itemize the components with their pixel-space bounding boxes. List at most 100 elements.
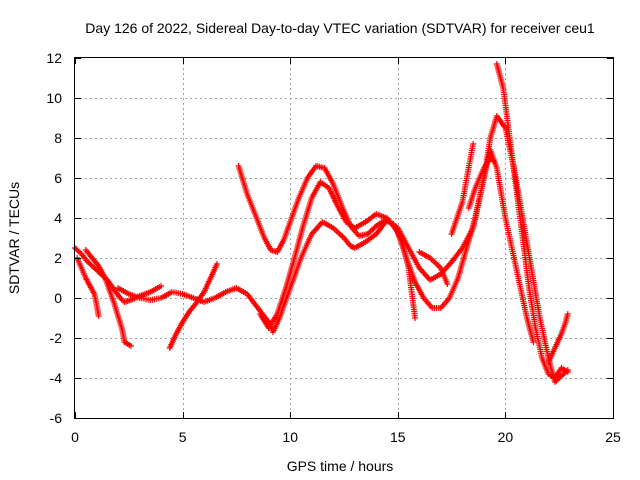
data-point-run [252,213,267,239]
data-point-run [373,218,387,229]
data-point-run [244,191,258,217]
x-axis-label: GPS time / hours [287,458,394,474]
data-point [95,313,102,319]
data-point-run [179,291,195,301]
data-point-run [106,287,116,303]
y-tick-label: 10 [46,90,62,106]
data-point [214,261,221,267]
data-point-run [319,219,335,230]
data-point-run [437,296,451,311]
data-point [470,141,477,147]
data-point [444,281,451,287]
y-tick-label: -6 [50,410,63,426]
data-point-run [186,302,198,315]
chart-title: Day 126 of 2022, Sidereal Day-to-day VTE… [85,20,595,36]
x-tick-label: 10 [282,429,298,445]
data-point-run [274,287,289,317]
data-point-run [513,265,530,319]
data-point-run [420,295,434,310]
data-point-run [201,295,217,305]
data-point-run [117,295,127,304]
x-tick-label: 15 [390,429,406,445]
data-point-run [300,197,315,229]
data-point-run [427,272,442,283]
data-point-run [112,289,123,300]
data-point-run [78,265,88,279]
data-point-run [526,285,539,329]
data-point-run [201,276,213,295]
series-track-11 [493,61,571,381]
y-tick-label: -2 [50,330,63,346]
data-point-run [287,197,302,225]
data-point [491,159,498,165]
series-track-9 [448,141,477,237]
data-point-run [287,257,304,291]
data-point [158,283,165,289]
data-point-run [295,177,310,201]
data-point-run [364,224,378,237]
data-point-run [207,262,220,281]
data-point-run [493,165,508,219]
data-point-run [82,247,94,260]
series-track-1 [72,245,165,305]
data-point-run [291,225,306,261]
data-point-run [351,220,367,231]
data-point [564,369,571,375]
data-point-run [304,164,318,181]
data-point-run [330,181,345,207]
data-point-run [502,215,519,269]
data-point-run [500,85,513,139]
data-point-run [373,211,389,221]
data-point [530,339,537,345]
data-point-run [558,321,568,337]
data-point [412,315,419,321]
data-point-run [173,320,185,337]
data-point-run [121,339,133,348]
data-point-run [412,279,426,300]
data-point-run [446,277,461,301]
data-point-run [405,245,422,270]
data-point-run [487,115,500,141]
data-point-run [403,255,418,283]
data-point-run [551,372,566,385]
data-point-run [233,285,249,296]
data-point-run [235,163,250,195]
data-point-run [158,290,173,301]
data-point-run [179,310,191,325]
data-point-run [244,291,260,310]
data-point-run [513,185,526,239]
data-point-run [472,177,487,221]
data-point-run [487,155,497,164]
data-point-run [523,315,536,343]
data-point-run [394,229,409,259]
data-point-run [362,232,378,245]
y-axis-label: SDTVAR / TECUs [6,182,22,294]
data-point-run [115,285,130,296]
data-marks [72,61,571,385]
y-tick-label: 6 [54,170,62,186]
data-point-run [102,275,112,291]
data-point-run [265,312,280,331]
data-point-run [472,167,486,191]
x-tick-label: 25 [605,429,621,445]
series-track-8 [416,249,451,287]
data-point [127,343,134,349]
data-point-run [341,235,353,248]
data-point-run [282,257,297,291]
data-point-run [298,233,314,261]
x-tick-labels: 0 5 10 15 20 25 [71,429,621,445]
data-point-run [321,165,336,186]
y-tick-label: 2 [54,250,62,266]
data-point-run [115,313,125,331]
x-tick-label: 0 [71,429,79,445]
data-point-run [166,332,179,351]
data-point-run [448,201,465,237]
y-tick-label: 4 [54,210,62,226]
data-point-run [351,240,367,251]
data-point-run [82,275,93,288]
data-point-run [545,371,557,380]
data-point-run [89,255,101,268]
data-point-run [493,61,506,89]
data-point-run [437,265,450,285]
y-tick-label: 0 [54,290,62,306]
